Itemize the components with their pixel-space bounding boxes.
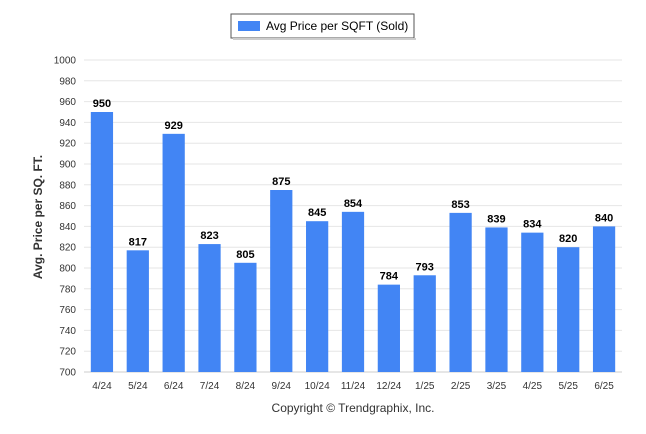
bar[interactable] — [162, 133, 185, 372]
data-label: 793 — [416, 261, 434, 273]
x-tick-label: 8/24 — [236, 381, 256, 392]
y-tick-label: 820 — [59, 243, 76, 254]
y-tick-label: 1000 — [54, 56, 77, 67]
bar[interactable] — [592, 226, 616, 372]
y-tick-label: 760 — [59, 305, 76, 316]
data-label: 840 — [595, 212, 613, 224]
x-tick-label: 12/24 — [376, 381, 401, 392]
y-tick-label: 880 — [59, 180, 76, 191]
data-label: 805 — [236, 249, 254, 261]
legend[interactable]: Avg Price per SQFT (Sold) — [230, 13, 416, 40]
legend-swatch — [238, 21, 260, 31]
copyright-footer: Copyright © Trendgraphix, Inc. — [272, 401, 435, 415]
y-axis-title: Avg. Price per SQ. FT. — [31, 155, 45, 279]
bar[interactable] — [234, 262, 257, 372]
y-tick-label: 700 — [59, 368, 76, 379]
legend-label: Avg Price per SQFT (Sold) — [266, 19, 408, 33]
y-axis: 700 720 740 760 780 800 820 840 860 880 900 920 940 9… — [54, 56, 77, 379]
data-label: 817 — [129, 236, 147, 248]
data-label: 839 — [487, 213, 505, 225]
x-tick-label: 6/24 — [164, 381, 184, 392]
x-tick-label: 5/25 — [558, 381, 578, 392]
x-tick-label: 9/24 — [272, 381, 292, 392]
data-labels: 950 817 929 823 805 875 845 854 784 793 853 839 834 8… — [93, 98, 613, 283]
y-tick-label: 800 — [59, 264, 76, 275]
bar[interactable] — [341, 211, 365, 372]
bar[interactable] — [306, 221, 329, 372]
y-tick-label: 980 — [59, 76, 76, 87]
bar[interactable] — [126, 250, 149, 372]
x-tick-label: 2/25 — [451, 381, 471, 392]
y-tick-label: 860 — [59, 201, 76, 212]
x-tick-label: 7/24 — [200, 381, 220, 392]
bar[interactable] — [449, 212, 472, 372]
bar[interactable] — [198, 244, 221, 372]
bar[interactable] — [413, 275, 436, 372]
x-tick-label: 4/25 — [523, 381, 543, 392]
data-label: 845 — [308, 207, 326, 219]
x-tick-label: 4/24 — [92, 381, 112, 392]
bar[interactable] — [90, 112, 114, 372]
data-label: 950 — [93, 98, 111, 110]
y-tick-label: 780 — [59, 284, 76, 295]
y-tick-label: 740 — [59, 326, 76, 337]
data-label: 853 — [451, 199, 469, 211]
data-label: 875 — [272, 176, 290, 188]
y-tick-label: 920 — [59, 139, 76, 150]
data-label: 854 — [344, 198, 363, 210]
x-axis: 4/24 5/24 6/24 7/24 8/24 9/24 10/24 11/24 12/24 1… — [92, 381, 614, 392]
bar[interactable] — [270, 190, 293, 372]
bar[interactable] — [485, 227, 508, 372]
bar[interactable] — [521, 232, 544, 372]
y-tick-label: 900 — [59, 160, 76, 171]
x-tick-label: 10/24 — [305, 381, 330, 392]
y-tick-label: 960 — [59, 97, 76, 108]
x-tick-label: 5/24 — [128, 381, 148, 392]
bars — [90, 112, 616, 372]
data-label: 834 — [523, 219, 542, 231]
x-tick-label: 3/25 — [487, 381, 507, 392]
y-tick-label: 940 — [59, 118, 76, 129]
data-label: 823 — [200, 230, 218, 242]
bar[interactable] — [557, 247, 580, 372]
data-label: 929 — [164, 120, 182, 132]
data-label: 784 — [380, 271, 399, 283]
x-tick-label: 1/25 — [415, 381, 435, 392]
data-label: 820 — [559, 233, 577, 245]
legend-box — [230, 13, 415, 39]
y-tick-label: 840 — [59, 222, 76, 233]
x-tick-label: 11/24 — [341, 381, 366, 392]
bar[interactable] — [377, 284, 400, 372]
y-tick-label: 720 — [59, 347, 76, 358]
legend-shadow — [233, 38, 416, 40]
x-tick-label: 6/25 — [594, 381, 614, 392]
